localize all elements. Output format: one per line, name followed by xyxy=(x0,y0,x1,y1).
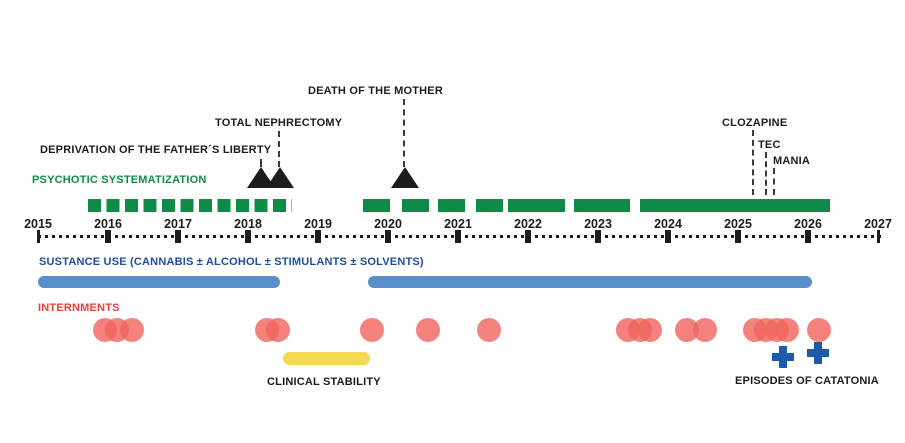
year-tick xyxy=(735,230,741,243)
psychotic-segment xyxy=(640,199,830,212)
internment-dot xyxy=(638,318,662,342)
year-tick xyxy=(876,230,880,243)
substance-use-bar xyxy=(368,276,812,288)
psychotic-segment xyxy=(508,199,565,212)
internment-dot xyxy=(266,318,290,342)
psychotic-segment xyxy=(363,199,390,212)
year-tick xyxy=(805,230,811,243)
year-tick xyxy=(455,230,461,243)
event-leader-line-nephrectomy xyxy=(278,131,280,167)
event-leader-line-mania xyxy=(773,168,775,195)
event-label-tec: TEC xyxy=(758,139,781,151)
internment-dot xyxy=(807,318,831,342)
year-label: 2027 xyxy=(864,217,892,231)
event-leader-line-father-liberty xyxy=(260,159,262,167)
psychotic-segment xyxy=(476,199,503,212)
year-label: 2015 xyxy=(24,217,52,231)
internment-dot xyxy=(416,318,440,342)
internment-dot xyxy=(477,318,501,342)
year-tick xyxy=(315,230,321,243)
year-label: 2021 xyxy=(444,217,472,231)
event-leader-line-clozapine xyxy=(752,130,754,195)
substance-use-bar xyxy=(38,276,280,288)
year-label: 2020 xyxy=(374,217,402,231)
year-label: 2022 xyxy=(514,217,542,231)
year-label: 2024 xyxy=(654,217,682,231)
psychotic-segment xyxy=(402,199,429,212)
year-label: 2023 xyxy=(584,217,612,231)
event-leader-line-tec xyxy=(765,152,767,195)
catatonia-plus-icon xyxy=(772,346,794,368)
year-label: 2017 xyxy=(164,217,192,231)
internment-dot xyxy=(360,318,384,342)
plus-vertical-bar xyxy=(814,342,822,364)
year-label: 2016 xyxy=(94,217,122,231)
year-tick xyxy=(245,230,251,243)
year-label: 2018 xyxy=(234,217,262,231)
event-label-clozapine: CLOZAPINE xyxy=(722,117,788,129)
event-triangle-icon-nephrectomy xyxy=(266,167,294,188)
year-tick xyxy=(175,230,181,243)
year-label: 2019 xyxy=(304,217,332,231)
event-label-mother-death: DEATH OF THE MOTHER xyxy=(308,85,443,97)
plus-vertical-bar xyxy=(779,346,787,368)
clinical-stability-label: CLINICAL STABILITY xyxy=(267,376,381,388)
internment-dot xyxy=(775,318,799,342)
psychotic-segment xyxy=(88,199,292,212)
year-tick xyxy=(36,230,40,243)
year-tick xyxy=(385,230,391,243)
year-label: 2026 xyxy=(794,217,822,231)
episodes-of-catatonia-label: EPISODES OF CATATONIA xyxy=(735,375,879,387)
internment-dot xyxy=(693,318,717,342)
event-label-nephrectomy: TOTAL NEPHRECTOMY xyxy=(215,117,343,129)
internments-label: INTERNMENTS xyxy=(38,302,120,314)
event-label-mania: MANIA xyxy=(773,155,811,167)
psychotic-segment xyxy=(438,199,465,212)
psychotic-segment xyxy=(574,199,630,212)
event-leader-line-mother-death xyxy=(403,99,405,167)
year-label: 2025 xyxy=(724,217,752,231)
clinical-stability-bar xyxy=(283,352,370,365)
event-label-father-liberty: DEPRIVATION OF THE FATHER´S LIBERTY xyxy=(40,144,272,156)
year-tick xyxy=(595,230,601,243)
year-tick xyxy=(525,230,531,243)
substance-use-label: SUSTANCE USE (CANNABIS ± ALCOHOL ± STIMU… xyxy=(39,256,424,268)
catatonia-plus-icon xyxy=(807,342,829,364)
year-tick xyxy=(105,230,111,243)
internment-dot xyxy=(120,318,144,342)
psychotic-systematization-label: PSYCHOTIC SYSTEMATIZATION xyxy=(32,174,207,186)
event-triangle-icon-mother-death xyxy=(391,167,419,188)
year-tick xyxy=(665,230,671,243)
